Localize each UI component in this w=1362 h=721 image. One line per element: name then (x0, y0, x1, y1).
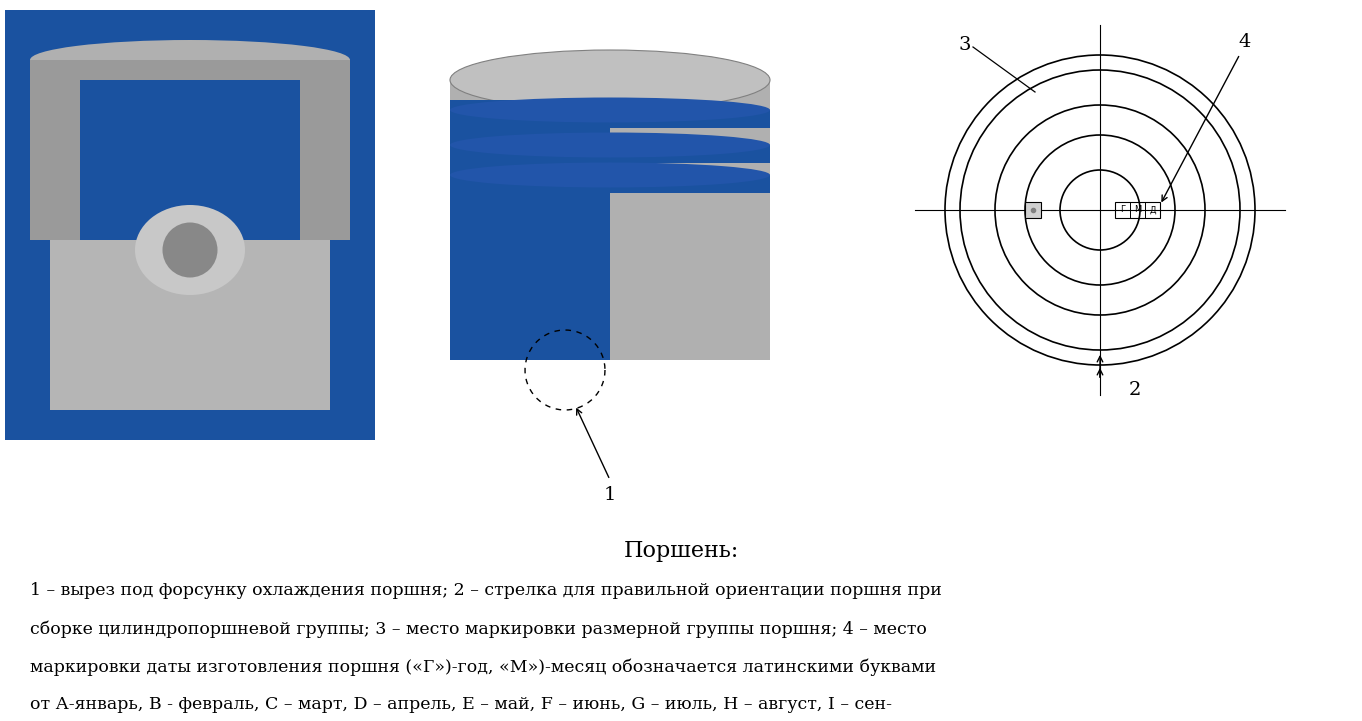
Ellipse shape (30, 40, 350, 80)
Bar (449, 80, 770, 360)
Text: маркировки даты изготовления поршня («Г»)-год, «М»)-месяц обозначается латинским: маркировки даты изготовления поршня («Г»… (30, 658, 936, 676)
Ellipse shape (162, 223, 218, 278)
FancyBboxPatch shape (5, 10, 375, 440)
Text: 1 – вырез под форсунку охлаждения поршня; 2 – стрелка для правильной ориентации : 1 – вырез под форсунку охлаждения поршня… (30, 582, 943, 599)
Bar (1026, 202, 1041, 218)
Bar (30, 60, 350, 240)
Ellipse shape (449, 133, 770, 157)
Text: 3: 3 (959, 36, 971, 54)
Bar (50, 240, 330, 410)
Text: 2: 2 (1129, 381, 1141, 399)
Text: 4: 4 (1239, 33, 1252, 51)
Text: Д: Д (1150, 205, 1156, 215)
Text: М: М (1135, 205, 1141, 215)
Text: от А-январь, В - февраль, С – март, D – апрель, E – май, F – июнь, G – июль, H –: от А-январь, В - февраль, С – март, D – … (30, 696, 892, 713)
Text: 1: 1 (603, 486, 616, 504)
Bar (449, 100, 610, 360)
Bar (449, 175, 770, 193)
Ellipse shape (449, 50, 770, 110)
Ellipse shape (449, 162, 770, 187)
Text: Поршень:: Поршень: (624, 540, 738, 562)
Bar (449, 110, 770, 128)
Bar (400, 10, 820, 470)
Text: Г: Г (1120, 205, 1125, 215)
Ellipse shape (135, 205, 245, 295)
Bar (449, 145, 770, 163)
Bar (80, 80, 300, 240)
Bar (1115, 202, 1160, 218)
Text: сборке цилиндропоршневой группы; 3 – место маркировки размерной группы поршня; 4: сборке цилиндропоршневой группы; 3 – мес… (30, 620, 928, 637)
Ellipse shape (449, 97, 770, 123)
